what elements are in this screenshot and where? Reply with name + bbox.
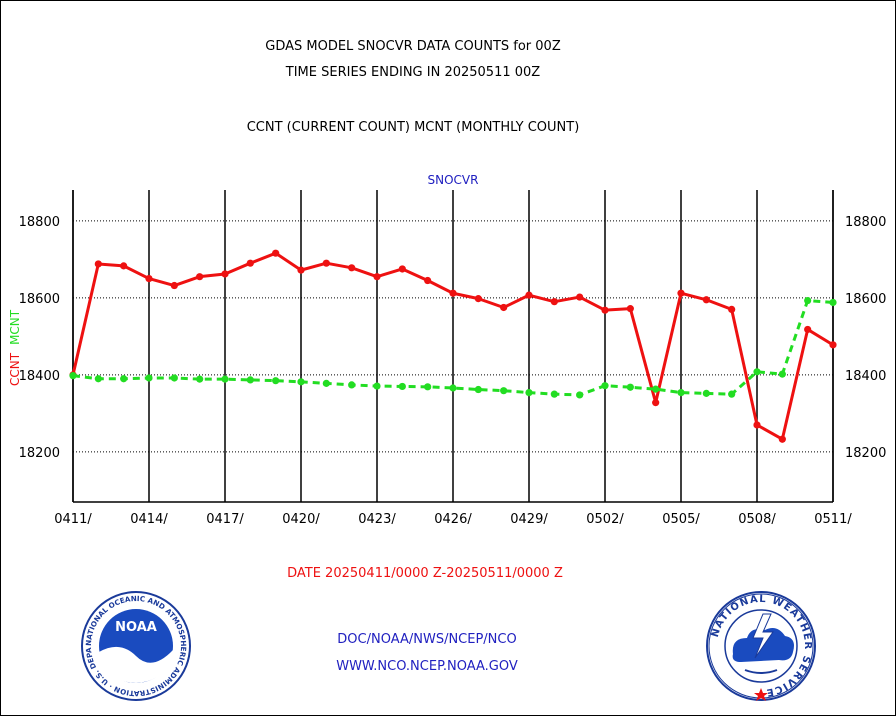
series-point-ccnt [677,289,685,297]
series-point-ccnt [702,296,710,304]
series-point-mcnt [373,382,381,390]
series-point-ccnt [196,273,204,281]
series-point-mcnt [424,383,432,391]
series-point-ccnt [322,259,330,267]
x-tick-label: 0511/ [814,512,852,527]
series-point-mcnt [196,375,204,383]
x-tick-label: 0505/ [662,512,700,527]
chart-subtitle: CCNT (CURRENT COUNT) MCNT (MONTHLY COUNT… [246,120,580,135]
series-point-mcnt [348,381,356,389]
series-point-ccnt [576,293,584,301]
ylabel-mcnt: MCNT [8,309,22,345]
series-point-ccnt [297,266,305,274]
series-point-ccnt [221,270,229,278]
series-point-mcnt [652,385,660,393]
series-point-mcnt [601,382,609,390]
series-point-ccnt [145,274,153,283]
y-tick-label-left: 18400 [19,369,60,384]
x-tick-label: 0414/ [130,512,168,527]
series-point-mcnt [702,389,710,397]
y-tick-label-left: 18800 [19,215,60,230]
series-point-mcnt [474,385,482,394]
series-point-ccnt [500,303,508,312]
series-point-mcnt [272,377,280,385]
chart-series-title: SNOCVR [428,173,479,187]
org-path-label: DOC/NOAA/NWS/NCEP/NCO [337,632,517,647]
series-point-ccnt [652,399,660,407]
series-point-mcnt [550,390,558,398]
x-tick-label: 0417/ [206,512,244,527]
series-point-ccnt [626,305,634,313]
series-point-mcnt [221,375,229,383]
series-point-mcnt [120,375,128,383]
series-point-ccnt [474,295,482,303]
x-tick-label: 0423/ [358,512,396,527]
series-point-ccnt [373,273,381,281]
series-point-ccnt [424,276,432,285]
series-point-mcnt [500,387,508,395]
x-tick-label: 0502/ [586,512,624,527]
y-tick-label-right: 18200 [845,446,886,461]
x-tick-label: 0508/ [738,512,776,527]
series-point-ccnt [753,421,761,429]
chart-title-line2: TIME SERIES ENDING IN 20250511 00Z [285,65,541,80]
series-point-ccnt [601,306,609,314]
series-point-mcnt [753,368,761,376]
noaa-logo-text: NOAA [115,620,157,635]
x-tick-label: 0411/ [54,512,92,527]
series-point-mcnt [398,382,406,391]
series-point-ccnt [728,305,736,314]
y-axis-label: CCNT MCNT [8,309,22,386]
series-point-ccnt [272,249,280,257]
series-point-ccnt [348,264,356,272]
noaa-logo: NATIONAL OCEANIC AND ATMOSPHERIC ADMINIS… [80,590,191,701]
series-point-mcnt [246,376,254,384]
series-point-ccnt [398,265,406,273]
y-tick-label-left: 18200 [19,446,60,461]
series-point-mcnt [576,391,584,399]
series-point-ccnt [778,435,786,443]
series-point-mcnt [145,374,153,382]
date-range-label: DATE 20250411/0000 Z-20250511/0000 Z [287,566,563,581]
series-point-mcnt [677,389,685,397]
y-tick-label-left: 18600 [19,292,60,307]
series-point-mcnt [322,379,330,387]
series-point-mcnt [69,372,77,380]
series-point-ccnt [120,262,128,270]
series-point-ccnt [525,291,533,299]
series-point-ccnt [550,298,558,306]
series-point-mcnt [728,390,736,398]
x-tick-label: 0426/ [434,512,472,527]
ylabel-ccnt: CCNT [8,352,22,386]
series-point-mcnt [626,383,634,391]
y-tick-label-right: 18400 [845,369,886,384]
series-point-mcnt [778,370,786,378]
y-tick-label-right: 18800 [845,215,886,230]
series-point-mcnt [94,375,102,383]
x-tick-label: 0429/ [510,512,548,527]
y-tick-label-right: 18600 [845,292,886,307]
series-point-ccnt [449,289,457,297]
series-point-ccnt [246,259,254,267]
series-point-mcnt [829,298,837,307]
website-link[interactable]: WWW.NCO.NCEP.NOAA.GOV [336,659,518,674]
series-point-mcnt [170,374,178,382]
series-point-ccnt [829,341,837,349]
series-point-mcnt [297,378,305,386]
series-point-ccnt [94,260,102,268]
series-point-mcnt [449,384,457,392]
series-point-ccnt [170,281,178,290]
series-point-ccnt [804,325,812,334]
x-tick-label: 0420/ [282,512,320,527]
series-point-mcnt [804,296,812,305]
nws-logo: NATIONAL WEATHER SERVICE [706,591,816,701]
series-point-mcnt [525,389,533,397]
chart-title-line1: GDAS MODEL SNOCVR DATA COUNTS for 00Z [265,39,561,54]
